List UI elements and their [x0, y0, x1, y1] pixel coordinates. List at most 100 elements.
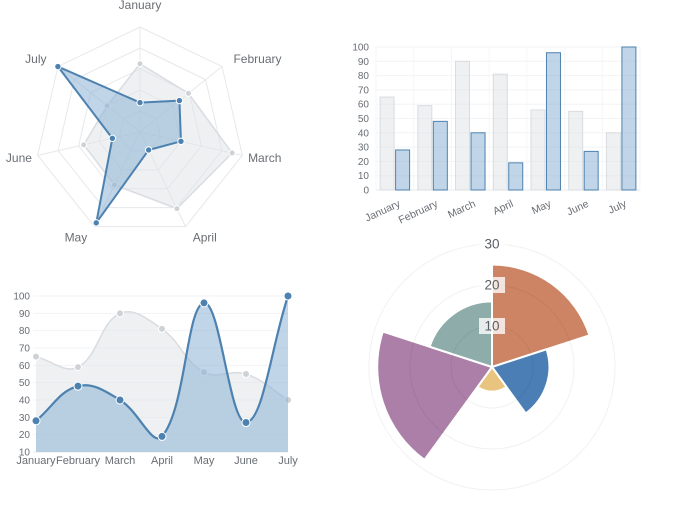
- radar-axis-label-march: March: [248, 151, 281, 165]
- line-chart-panel: 10 20 30 40 50 60 70 80 90 100 January February Marc…: [0, 256, 339, 513]
- line-point[interactable]: [116, 309, 124, 318]
- line-x-label-july: July: [278, 455, 298, 467]
- radar-point[interactable]: [54, 62, 62, 71]
- polar-segment-teal[interactable]: [428, 300, 493, 368]
- bar-blue-may[interactable]: [545, 52, 561, 191]
- radar-axis-label-february: February: [233, 52, 281, 66]
- bar-blue-april[interactable]: [508, 162, 524, 191]
- bar-x-label-june: June: [565, 198, 591, 219]
- radar-point[interactable]: [173, 205, 181, 213]
- bar-y-tick-label: 40: [358, 128, 370, 139]
- line-point[interactable]: [73, 381, 83, 391]
- bar-x-label-may: May: [530, 198, 554, 218]
- line-y-tick-label: 100: [13, 292, 30, 303]
- bar-y-tick-label: 90: [358, 57, 370, 68]
- bar-chart-panel: 0 10 20 30 40 50 60 70 80 90 100 January February Mar…: [339, 0, 678, 256]
- polar-area-chart[interactable]: 10 20 30: [339, 230, 678, 513]
- polar-segment-blue[interactable]: [491, 348, 551, 415]
- line-point[interactable]: [242, 370, 250, 378]
- line-point[interactable]: [115, 395, 125, 405]
- line-y-tick-label: 60: [19, 361, 31, 372]
- radar-axis-label-july: July: [25, 52, 46, 66]
- bar-y-tick-label: 30: [358, 143, 370, 154]
- line-point[interactable]: [31, 416, 41, 426]
- line-y-tick-label: 50: [19, 378, 31, 389]
- radar-axis-label-january: January: [119, 0, 162, 12]
- bar-gray-january[interactable]: [379, 96, 395, 191]
- radar-point[interactable]: [92, 219, 100, 227]
- polar-r-tick-label: 10: [484, 319, 499, 334]
- bar-blue-june[interactable]: [583, 150, 599, 191]
- polar-segment-purple[interactable]: [376, 330, 493, 461]
- radar-axis-label-april: April: [193, 230, 217, 244]
- line-point[interactable]: [199, 298, 209, 308]
- line-chart[interactable]: 10 20 30 40 50 60 70 80 90 100 January February Marc…: [0, 256, 339, 513]
- bar-x-label-february: February: [397, 198, 441, 227]
- polar-r-tick-label: 30: [484, 237, 499, 252]
- radar-axis-label-june: June: [6, 151, 32, 165]
- radar-point[interactable]: [177, 137, 185, 146]
- radar-point[interactable]: [108, 134, 117, 143]
- line-y-tick-label: 10: [19, 448, 31, 459]
- bar-blue-march[interactable]: [470, 132, 486, 191]
- bar-y-tick-label: 50: [358, 114, 370, 125]
- bar-gray-april[interactable]: [492, 73, 508, 191]
- radar-grid-ring: [37, 26, 243, 228]
- radar-grid-ring: [57, 47, 223, 209]
- bar-gray-march[interactable]: [455, 60, 471, 191]
- radar-point[interactable]: [228, 149, 236, 157]
- line-area-blue: [36, 296, 288, 452]
- line-curve-blue: [34, 294, 290, 440]
- bar-x-label-july: July: [606, 198, 629, 217]
- bar-gray-february[interactable]: [417, 105, 433, 191]
- radar-point[interactable]: [144, 146, 153, 154]
- line-x-label-may: May: [194, 455, 215, 467]
- bar-blue-february[interactable]: [432, 120, 448, 191]
- radar-axis-label-may: May: [65, 230, 88, 244]
- radar-point[interactable]: [80, 141, 88, 149]
- line-y-tick-label: 30: [19, 413, 31, 424]
- line-y-tick-label: 70: [19, 344, 31, 355]
- line-point[interactable]: [32, 352, 40, 361]
- bar-gray-may[interactable]: [530, 109, 546, 191]
- bar-y-tick-label: 80: [358, 71, 370, 82]
- polar-area-chart-panel: 10 20 30: [339, 230, 678, 513]
- bar-x-label-march: March: [446, 198, 478, 221]
- bar-blue-january[interactable]: [395, 149, 411, 191]
- radar-chart[interactable]: January February March April May June July: [0, 0, 330, 256]
- bar-y-tick-label: 100: [352, 43, 369, 54]
- polar-tick-backdrop: [479, 277, 505, 293]
- radar-series-blue: [56, 65, 182, 224]
- line-point[interactable]: [74, 363, 82, 372]
- polar-tick-backdrop: [479, 236, 505, 252]
- bar-gray-june[interactable]: [568, 110, 584, 191]
- line-y-tick-label: 40: [19, 396, 31, 407]
- polar-segment-orange[interactable]: [491, 263, 591, 368]
- line-y-tick-label: 90: [19, 309, 31, 320]
- radar-point[interactable]: [136, 98, 144, 107]
- bar-blue-july[interactable]: [621, 46, 637, 191]
- line-x-label-june: June: [234, 455, 258, 467]
- bar-y-tick-label: 0: [363, 186, 369, 197]
- line-point[interactable]: [283, 291, 293, 301]
- line-y-tick-label: 80: [19, 326, 31, 337]
- radar-point[interactable]: [136, 60, 144, 68]
- line-x-label-january: January: [16, 455, 56, 467]
- radar-point[interactable]: [175, 96, 184, 105]
- line-point[interactable]: [157, 431, 167, 441]
- polar-tick-backdrop: [479, 318, 505, 334]
- bar-y-tick-label: 20: [358, 157, 370, 168]
- bar-x-label-april: April: [491, 198, 515, 218]
- bar-gray-july[interactable]: [605, 132, 621, 191]
- line-x-label-april: April: [151, 455, 173, 467]
- bar-y-tick-label: 60: [358, 100, 370, 111]
- line-point[interactable]: [241, 418, 251, 428]
- bar-y-tick-label: 70: [358, 85, 370, 96]
- radar-point[interactable]: [184, 89, 192, 97]
- bar-y-tick-label: 10: [358, 171, 370, 182]
- line-point[interactable]: [158, 324, 166, 333]
- radar-chart-panel: January February March April May June July: [0, 0, 330, 256]
- line-x-label-february: February: [56, 455, 101, 467]
